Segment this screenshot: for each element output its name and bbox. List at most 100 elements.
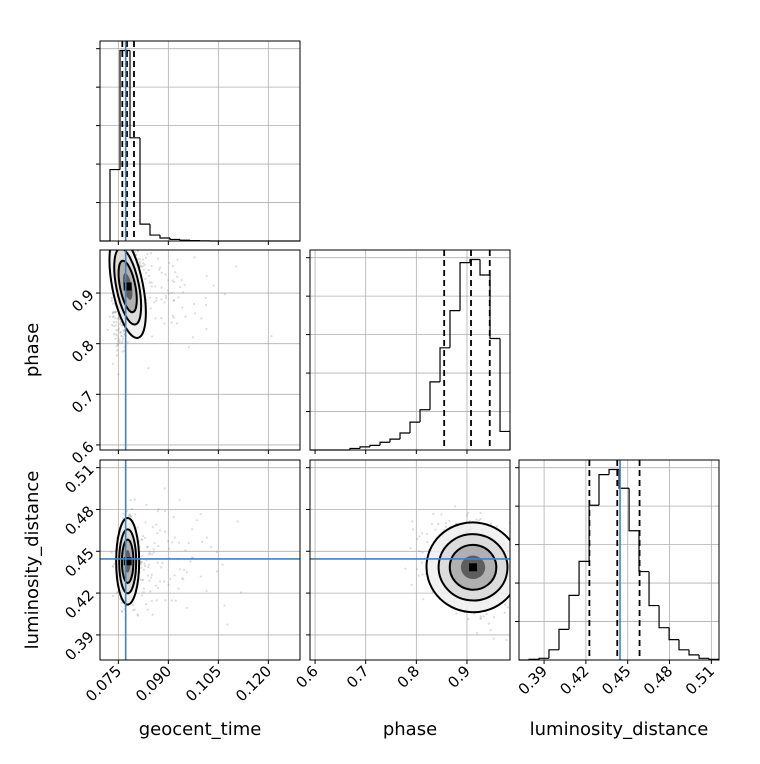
- y-tick-label-luminosity_distance-0: 0.39: [61, 628, 97, 664]
- sample-point: [129, 499, 131, 501]
- sample-point: [163, 301, 165, 303]
- sample-point: [117, 340, 119, 342]
- sample-point: [152, 548, 154, 550]
- sample-point: [515, 591, 517, 593]
- sample-point: [146, 253, 148, 255]
- sample-point: [467, 618, 469, 620]
- density-peak: [469, 563, 477, 571]
- sample-point: [148, 269, 150, 271]
- sample-point: [134, 251, 136, 253]
- hist-bar-luminosity_distance-19: [709, 658, 719, 659]
- hist-bar-luminosity_distance-12: [639, 531, 649, 572]
- sample-point: [149, 551, 151, 553]
- hist-bar-phase-17: [480, 260, 490, 275]
- sample-point: [490, 522, 492, 524]
- sample-point: [113, 321, 115, 323]
- sample-point: [116, 354, 118, 356]
- hist-bar-luminosity_distance-5: [569, 595, 579, 629]
- sample-point: [114, 317, 116, 319]
- sample-point: [168, 548, 170, 550]
- hist-panel-phase: [306, 250, 510, 450]
- sample-point: [152, 526, 154, 528]
- sample-point: [141, 555, 143, 557]
- sample-point: [131, 508, 133, 510]
- sample-point: [141, 579, 143, 581]
- sample-point: [140, 538, 142, 540]
- sample-point: [149, 590, 151, 592]
- hist-bar-phase-6: [370, 445, 380, 447]
- sample-point: [130, 515, 132, 517]
- sample-point: [128, 242, 130, 244]
- sample-point: [434, 528, 436, 530]
- sample-point: [117, 343, 119, 345]
- sample-point: [132, 604, 134, 606]
- hist-bar-luminosity_distance-16: [679, 640, 689, 650]
- sample-point: [132, 247, 134, 249]
- sample-point: [191, 528, 193, 530]
- sample-point: [112, 311, 114, 313]
- scatter-panel-geocent_time-phase: 0.60.70.80.9: [68, 221, 300, 467]
- sample-point: [136, 526, 138, 528]
- hist-bar-phase-10: [410, 422, 420, 433]
- sample-point: [111, 300, 113, 302]
- hist-bar-phase-7: [380, 442, 390, 445]
- hist-bar-phase-14: [450, 311, 460, 348]
- sample-point: [136, 238, 138, 240]
- sample-point: [224, 293, 226, 295]
- sample-point: [150, 576, 152, 578]
- sample-point: [533, 578, 535, 580]
- sample-point: [480, 615, 482, 617]
- sample-point: [143, 245, 145, 247]
- sample-point: [171, 292, 173, 294]
- sample-point: [160, 298, 162, 300]
- sample-point: [141, 594, 143, 596]
- x-tick-label-phase-0: 0.6: [292, 662, 322, 692]
- sample-point: [206, 536, 208, 538]
- sample-point: [147, 566, 149, 568]
- sample-point: [145, 272, 147, 274]
- x-tick-label-phase-3: 0.9: [444, 662, 474, 692]
- hist-panel-luminosity_distance: [515, 460, 719, 660]
- x-tick-label-geocent_time-0: 0.075: [82, 662, 125, 705]
- sample-point: [421, 532, 423, 534]
- hist-bar-phase-9: [400, 433, 410, 439]
- sample-point: [483, 615, 485, 617]
- sample-point: [121, 246, 123, 248]
- sample-point: [175, 600, 177, 602]
- x-axis-label-geocent_time: geocent_time: [139, 719, 262, 740]
- sample-point: [112, 302, 114, 304]
- sample-point: [511, 533, 513, 535]
- sample-point: [159, 580, 161, 582]
- sample-point: [114, 338, 116, 340]
- sample-point: [516, 590, 518, 592]
- sample-point: [111, 297, 113, 299]
- sample-point: [151, 285, 153, 287]
- sample-point: [167, 540, 169, 542]
- sample-point: [171, 541, 173, 543]
- sample-point: [164, 510, 166, 512]
- hist-bar-geocent_time-5: [150, 224, 160, 235]
- y-axis-label-phase: phase: [22, 323, 43, 377]
- y-tick-label-luminosity_distance-2: 0.45: [61, 544, 97, 580]
- sample-point: [155, 585, 157, 587]
- sample-point: [168, 584, 170, 586]
- x-tick-label-phase-2: 0.8: [394, 662, 424, 692]
- sample-point: [193, 303, 195, 305]
- sample-point: [133, 245, 135, 247]
- x-tick-label-geocent_time-2: 0.105: [182, 662, 225, 705]
- sample-point: [421, 561, 423, 563]
- sample-point: [144, 565, 146, 567]
- hist-bar-luminosity_distance-18: [699, 655, 709, 658]
- sample-point: [181, 279, 183, 281]
- sample-point: [122, 340, 124, 342]
- sample-point: [144, 521, 146, 523]
- sample-point: [171, 599, 173, 601]
- sample-point: [205, 297, 207, 299]
- sample-point: [142, 535, 144, 537]
- sample-point: [119, 323, 121, 325]
- sample-point: [479, 512, 481, 514]
- sample-point: [205, 590, 207, 592]
- sample-point: [128, 248, 130, 250]
- panel-inner-0: [100, 221, 300, 450]
